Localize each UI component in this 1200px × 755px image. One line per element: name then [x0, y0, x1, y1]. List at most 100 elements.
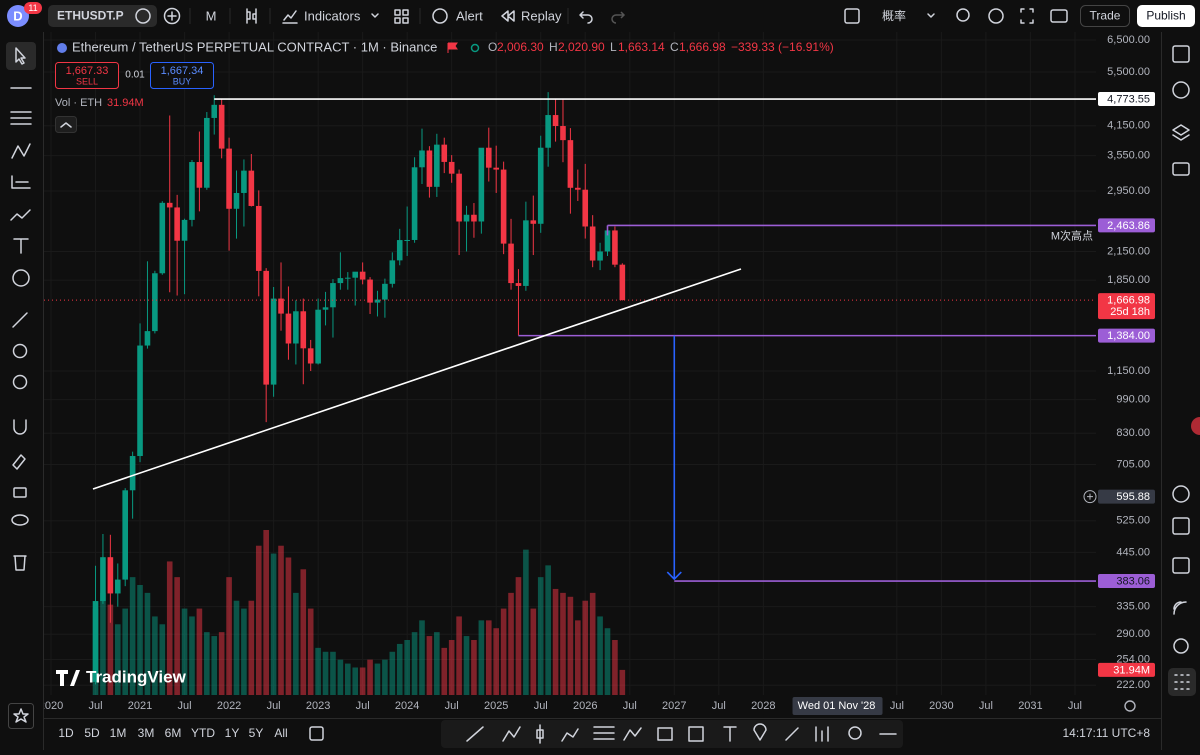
x-tick-label: Jul	[623, 700, 637, 712]
candle-body	[256, 206, 262, 271]
volume-bar	[597, 616, 603, 695]
last-price-label: 1,666.98	[1107, 294, 1150, 306]
candle-body	[204, 118, 210, 188]
volume-bar	[197, 609, 203, 695]
volume-bar	[434, 632, 440, 695]
volume-bar	[412, 632, 418, 695]
replay[interactable]: Replay	[521, 8, 562, 23]
volume-bar	[471, 640, 477, 695]
y-tick-label: 445.00	[1116, 546, 1150, 558]
candle-body	[404, 240, 410, 241]
volume-bar	[293, 593, 299, 695]
tv-wordmark: TradingView	[86, 667, 187, 686]
indicators[interactable]: Indicators	[304, 8, 361, 23]
y-tick-label: 705.00	[1116, 458, 1150, 470]
volume-bar	[315, 648, 321, 695]
candle-body	[278, 299, 284, 314]
x-tick-label: Jul	[88, 700, 102, 712]
volume-bar	[241, 609, 247, 695]
volume-bar	[219, 632, 225, 695]
candle-body	[352, 272, 358, 278]
candle-body	[531, 220, 537, 223]
level-label: 2,463.86	[1107, 220, 1150, 232]
candle-body	[330, 283, 336, 307]
volume-bar	[352, 668, 358, 696]
crosshair-price: 595.88	[1116, 491, 1150, 503]
range-button[interactable]: All	[274, 726, 287, 740]
candle-body	[263, 271, 269, 385]
tool-active[interactable]	[6, 42, 36, 70]
x-tick-label: 2027	[662, 700, 686, 712]
volume-bar	[575, 620, 581, 695]
range-button[interactable]: YTD	[191, 726, 215, 740]
candle-body	[575, 188, 581, 190]
volume-bar	[523, 550, 529, 695]
candle-body	[620, 265, 626, 300]
symbol-logo	[57, 43, 67, 53]
candle-body	[434, 145, 440, 187]
candle-body	[271, 299, 277, 385]
x-tick-label: 2026	[573, 700, 597, 712]
candle-body	[545, 115, 551, 148]
candle-body	[160, 203, 166, 273]
watchlist-box[interactable]	[9, 704, 34, 729]
x-tick-label: Jul	[534, 700, 548, 712]
candle-body	[508, 244, 514, 283]
volume-bar	[249, 601, 255, 695]
volume-bar	[590, 593, 596, 695]
spread: 0.01	[125, 70, 145, 81]
right-toolbar	[1162, 32, 1200, 750]
range-button[interactable]: 1D	[58, 726, 74, 740]
x-tick-label: Jul	[979, 700, 993, 712]
candle-body	[553, 115, 559, 126]
y-tick-label: 2,950.00	[1107, 185, 1150, 197]
volume-bar	[620, 670, 626, 695]
candle-body	[397, 240, 403, 260]
volume-bar	[560, 593, 566, 695]
volume-value: 31.94M	[107, 97, 144, 109]
candle-body	[464, 215, 470, 222]
volume-bar	[479, 620, 485, 695]
x-tick-label: Jul	[712, 700, 726, 712]
volume-bar	[367, 660, 373, 695]
level-label: 4,773.55	[1107, 93, 1150, 105]
layout-name[interactable]: 概率	[882, 8, 906, 23]
range-button[interactable]: 5Y	[249, 726, 264, 740]
candle-body	[493, 168, 499, 170]
candle-body	[300, 311, 306, 348]
range-button[interactable]: 1M	[110, 726, 127, 740]
candle-body	[130, 456, 136, 490]
candle-body	[612, 230, 618, 264]
volume-bar	[582, 601, 588, 695]
range-button[interactable]: 5D	[84, 726, 100, 740]
volume-bar	[382, 660, 388, 695]
x-tick-label: Jul	[356, 700, 370, 712]
volume-bar	[568, 597, 574, 695]
alert[interactable]: Alert	[456, 8, 483, 23]
x-tick-label: 2028	[751, 700, 775, 712]
level-label: 383.06	[1116, 575, 1150, 587]
candle-body	[427, 150, 433, 186]
candle-body	[100, 557, 106, 601]
y-tick-label: 525.00	[1116, 515, 1150, 527]
volume-bar	[531, 609, 537, 695]
symbol: ETHUSDT.P	[57, 9, 124, 23]
volume-bar	[234, 601, 240, 695]
countdown: 25d 18h	[1110, 306, 1150, 318]
volume-bar	[286, 558, 292, 696]
ohlc-label: L	[610, 40, 617, 54]
volume-bar	[204, 632, 210, 695]
interval[interactable]: M	[206, 8, 217, 23]
range-button[interactable]: 1Y	[225, 726, 240, 740]
volume-bar	[501, 609, 507, 695]
range-button[interactable]: 3M	[138, 726, 155, 740]
volume-bar	[338, 660, 344, 695]
candle-body	[538, 148, 544, 224]
collapse-button[interactable]	[56, 117, 77, 133]
y-tick-label: 1,850.00	[1107, 274, 1150, 286]
x-tick-label: Jul	[890, 700, 904, 712]
avatar-letter: D	[13, 8, 22, 23]
y-tick-label: 5,500.00	[1107, 66, 1150, 78]
range-button[interactable]: 6M	[165, 726, 182, 740]
volume-bar	[464, 636, 470, 695]
